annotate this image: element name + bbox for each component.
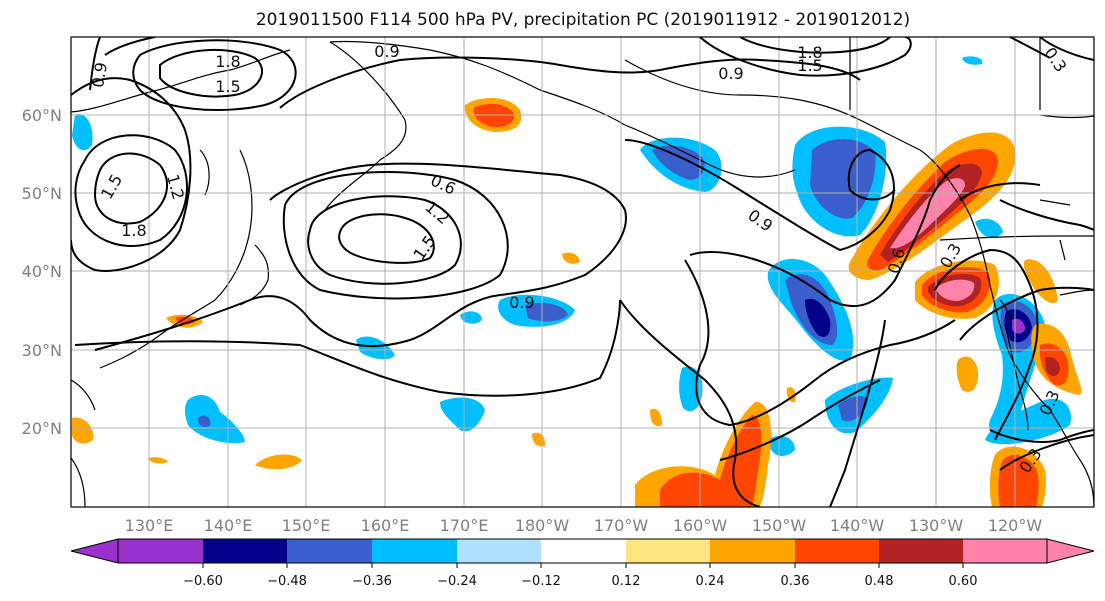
colorbar-bin-5 — [457, 539, 541, 563]
lat-label: 50°N — [22, 184, 62, 203]
lon-label: 130°E — [125, 516, 174, 535]
lon-label: 180°W — [515, 516, 570, 535]
precip-neg-se2 — [768, 435, 795, 456]
contour-label: 1.5 — [215, 77, 240, 96]
lon-label: 140°W — [830, 516, 885, 535]
lon-label: 160°E — [361, 516, 410, 535]
lat-label: 60°N — [22, 106, 62, 125]
colorbar-tick-label: 0.48 — [865, 574, 894, 589]
colorbar-bin-3 — [287, 539, 372, 563]
colorbar-bin-4 — [372, 539, 457, 563]
map-frame — [70, 36, 1095, 508]
lon-label: 140°E — [204, 516, 253, 535]
precip-neg-west — [185, 394, 245, 444]
pv-contours — [71, 37, 1094, 507]
colorbar-max-extend — [1046, 538, 1095, 564]
lat-axis: 60°N 50°N 40°N 30°N 20°N — [22, 106, 62, 438]
colorbar-tick-label: 0.12 — [612, 574, 641, 589]
colorbar-bin-2 — [203, 539, 287, 563]
colorbar-ticks — [202, 563, 964, 568]
contour-label: 0.9 — [509, 293, 534, 312]
colorbar-bin-9 — [795, 539, 879, 563]
colorbar-bin-10 — [879, 539, 963, 563]
lon-label: 130°W — [909, 516, 964, 535]
lon-label: 160°W — [673, 516, 728, 535]
colorbar-bin-7 — [626, 539, 710, 563]
colorbar-min-extend — [70, 538, 119, 564]
contour-label: 1.5 — [797, 56, 822, 75]
lon-label: 150°E — [282, 516, 331, 535]
lat-label: 30°N — [22, 341, 62, 360]
map-panel: 0.9 1.8 1.5 0.9 1.8 1.5 0.3 0.9 1.5 1.2 … — [70, 36, 1095, 508]
lon-label: 170°E — [440, 516, 489, 535]
colorbar-tick-label: −0.36 — [352, 574, 392, 589]
lon-label: 150°W — [752, 516, 807, 535]
contour-label: 0.9 — [374, 42, 399, 61]
colorbar-tick-label: −0.48 — [267, 574, 307, 589]
colorbar-frame — [117, 538, 1048, 564]
lon-axis: 130°E 140°E 150°E 160°E 170°E 180°W 170°… — [125, 516, 1043, 535]
colorbar-tick-label: −0.24 — [437, 574, 477, 589]
contour-label: 1.8 — [797, 43, 822, 62]
colorbar: −0.60 −0.48 −0.36 −0.24 −0.12 0.12 0.24 … — [70, 538, 1095, 589]
contour-label: 0.9 — [88, 61, 111, 89]
colorbar-tick-label: 0.24 — [696, 574, 725, 589]
colorbar-bin-8 — [710, 539, 795, 563]
colorbar-tick-label: −0.12 — [521, 574, 561, 589]
colorbar-bin-6 — [541, 539, 626, 563]
contour-label: 1.8 — [215, 52, 240, 71]
colorbar-bin-1 — [118, 539, 203, 563]
colorbar-tick-label: 0.60 — [949, 574, 978, 589]
colorbar-tick-label: −0.60 — [183, 574, 223, 589]
lat-label: 40°N — [22, 262, 62, 281]
precip-neg-mid3 — [440, 397, 485, 432]
colorbar-bin-11 — [963, 539, 1047, 563]
lon-label: 120°W — [988, 516, 1043, 535]
contour-label: 0.9 — [718, 64, 743, 83]
lat-label: 20°N — [22, 419, 62, 438]
figure-title: 2019011500 F114 500 hPa PV, precipitatio… — [256, 10, 910, 30]
colorbar-tick-label: 0.36 — [781, 574, 810, 589]
lon-label: 170°W — [594, 516, 649, 535]
contour-label: 1.8 — [121, 221, 146, 240]
